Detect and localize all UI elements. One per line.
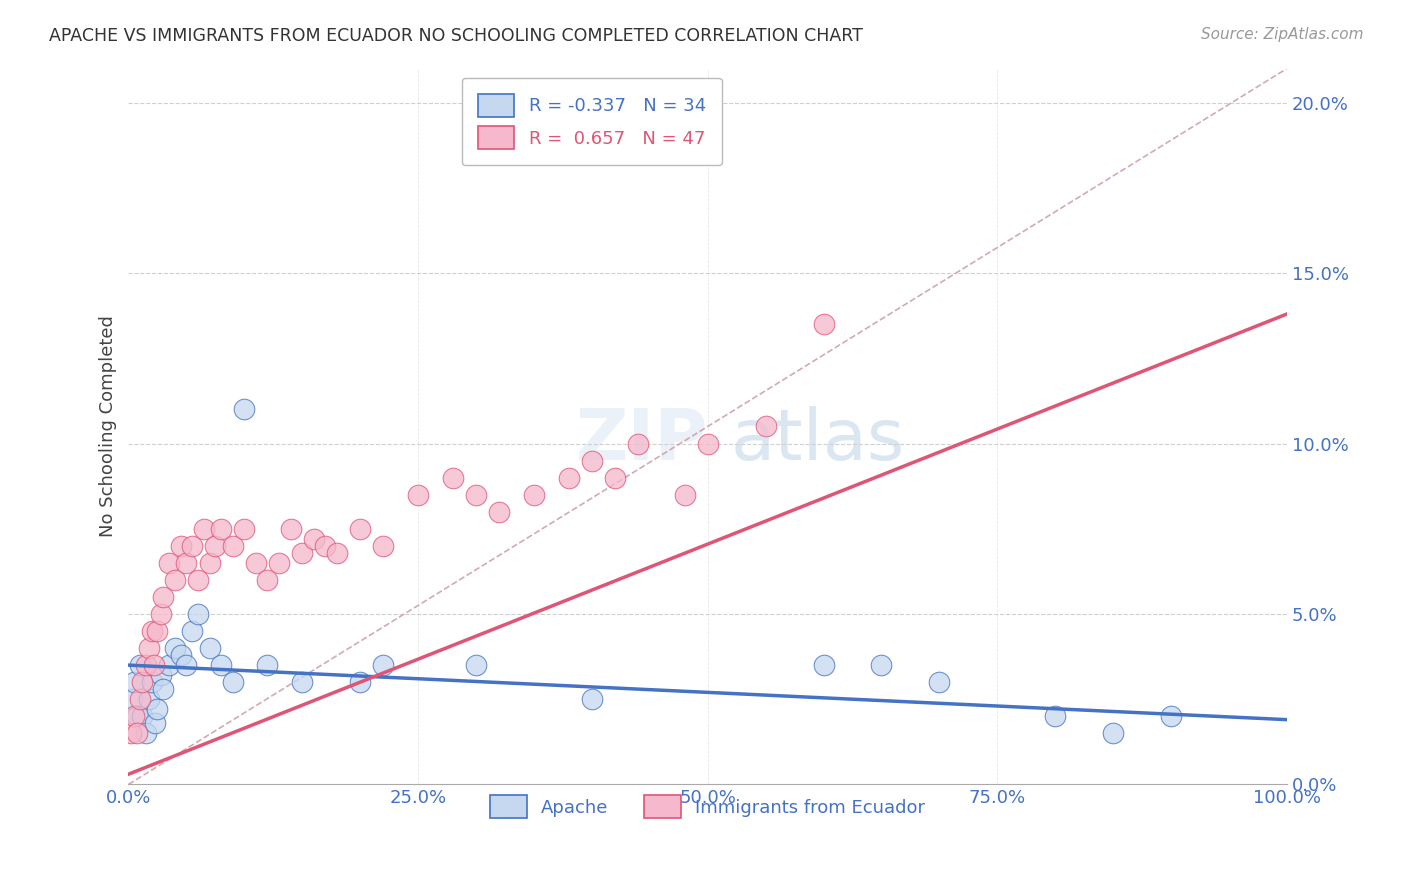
Point [122,675,145,690]
Point [181,624,204,638]
Point [163,573,186,587]
Point [209,658,232,673]
Point [1160,709,1182,723]
Point [349,675,371,690]
Point [176,556,198,570]
Point [135,726,157,740]
Point [928,675,950,690]
Point [627,436,650,450]
Point [465,658,488,673]
Point [326,546,349,560]
Point [141,624,163,638]
Point [187,607,209,621]
Point [755,419,778,434]
Point [280,522,302,536]
Point [122,709,145,723]
Point [441,470,464,484]
Point [523,488,546,502]
Text: APACHE VS IMMIGRANTS FROM ECUADOR NO SCHOOLING COMPLETED CORRELATION CHART: APACHE VS IMMIGRANTS FROM ECUADOR NO SCH… [49,27,863,45]
Point [302,532,325,546]
Point [120,726,142,740]
Point [209,522,232,536]
Point [222,675,245,690]
Point [143,658,166,673]
Point [131,709,153,723]
Point [143,716,166,731]
Point [1102,726,1125,740]
Point [465,488,488,502]
Point [373,539,395,553]
Point [198,556,221,570]
Point [157,556,180,570]
Point [163,641,186,656]
Point [373,658,395,673]
Point [222,539,245,553]
Point [129,658,152,673]
Point [813,317,835,331]
Point [870,658,893,673]
Point [1045,709,1067,723]
Point [138,692,160,706]
Text: ZIP: ZIP [575,406,707,475]
Legend: Apache, Immigrants from Ecuador: Apache, Immigrants from Ecuador [484,788,932,825]
Point [193,522,215,536]
Point [314,539,336,553]
Point [141,675,163,690]
Y-axis label: No Schooling Completed: No Schooling Completed [100,316,117,537]
Point [256,573,278,587]
Point [169,648,191,662]
Point [176,658,198,673]
Point [131,675,153,690]
Point [187,573,209,587]
Point [125,726,148,740]
Point [813,658,835,673]
Point [291,546,314,560]
Point [673,488,696,502]
Point [204,539,226,553]
Point [488,505,510,519]
Point [138,641,160,656]
Point [291,675,314,690]
Point [406,488,429,502]
Point [581,692,603,706]
Point [581,453,603,467]
Point [149,607,172,621]
Point [157,658,180,673]
Point [233,402,256,417]
Point [146,624,169,638]
Point [146,702,169,716]
Point [129,692,152,706]
Point [233,522,256,536]
Point [149,668,172,682]
Point [152,681,174,696]
Point [256,658,278,673]
Text: Source: ZipAtlas.com: Source: ZipAtlas.com [1201,27,1364,42]
Point [121,692,143,706]
Point [267,556,290,570]
Point [169,539,191,553]
Point [603,470,626,484]
Point [152,590,174,604]
Point [198,641,221,656]
Point [245,556,267,570]
Point [181,539,204,553]
Point [349,522,371,536]
Point [125,709,148,723]
Text: atlas: atlas [731,406,905,475]
Point [557,470,579,484]
Point [135,658,157,673]
Point [696,436,718,450]
